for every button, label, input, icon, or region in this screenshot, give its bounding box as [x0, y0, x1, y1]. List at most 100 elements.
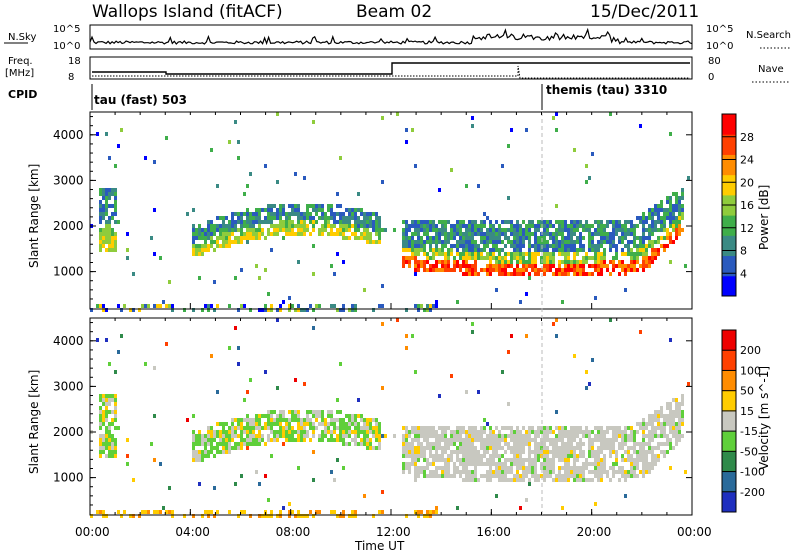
- power-cell: [681, 228, 684, 232]
- velocity-cell: [105, 402, 108, 406]
- velocity-cell: [330, 414, 333, 418]
- power-cell: [201, 248, 204, 252]
- velocity-cell: [681, 410, 684, 414]
- power-cell: [558, 248, 561, 252]
- velocity-cell: [405, 446, 408, 450]
- power-cell: [471, 268, 474, 272]
- velocity-cell: [315, 510, 318, 514]
- velocity-cell: [567, 478, 570, 482]
- power-cell: [480, 228, 483, 232]
- velocity-cell: [450, 430, 453, 434]
- power-cell: [366, 232, 369, 236]
- velocity-cell: [678, 418, 681, 422]
- power-cell: [501, 240, 504, 244]
- power-cell: [465, 268, 468, 272]
- nsky-frame: [89, 24, 693, 50]
- velocity-cell: [417, 510, 420, 514]
- velocity-cell: [489, 434, 492, 438]
- power-cell: [114, 240, 117, 244]
- velocity-cell: [408, 430, 411, 434]
- velocity-cell: [258, 430, 261, 434]
- power-cell: [600, 268, 603, 272]
- velocity-cell: [495, 426, 498, 430]
- velocity-cell: [645, 454, 648, 458]
- velocity-cell: [108, 450, 111, 454]
- power-cell: [666, 216, 669, 220]
- velocity-cell: [291, 418, 294, 422]
- power-cell: [165, 136, 168, 140]
- power-cell: [411, 256, 414, 260]
- velocity-cell: [435, 470, 438, 474]
- velocity-cell: [264, 514, 267, 518]
- velocity-cell: [576, 442, 579, 446]
- velocity-cell: [456, 466, 459, 470]
- power-cell: [519, 228, 522, 232]
- velocity-cell: [360, 438, 363, 442]
- power-cell: [636, 256, 639, 260]
- power-cell: [672, 192, 675, 196]
- velocity-cell: [225, 422, 228, 426]
- power-cell: [465, 256, 468, 260]
- velocity-cell: [681, 402, 684, 406]
- power-cell: [534, 232, 537, 236]
- power-cell: [297, 216, 300, 220]
- velocity-cell: [408, 442, 411, 446]
- velocity-cell: [603, 462, 606, 466]
- velocity-cell: [600, 462, 603, 466]
- velocity-cell: [318, 410, 321, 414]
- velocity-cell: [504, 478, 507, 482]
- velocity-cell: [210, 354, 213, 358]
- velocity-cell: [522, 478, 525, 482]
- power-cell: [225, 236, 228, 240]
- power-cell: [168, 304, 171, 308]
- velocity-cell: [435, 458, 438, 462]
- velocity-cell: [672, 414, 675, 418]
- power-cell: [564, 220, 567, 224]
- velocity-cell: [651, 426, 654, 430]
- velocity-cell: [537, 450, 540, 454]
- velocity-cell: [507, 470, 510, 474]
- power-cell: [537, 268, 540, 272]
- power-cell: [432, 236, 435, 240]
- velocity-cell: [228, 450, 231, 454]
- power-cell: [600, 228, 603, 232]
- power-cell: [462, 260, 465, 264]
- power-cell: [411, 220, 414, 224]
- power-cell: [315, 304, 318, 308]
- velocity-cell: [402, 450, 405, 454]
- velocity-cell: [492, 458, 495, 462]
- velocity-cell: [597, 458, 600, 462]
- power-cell: [594, 252, 597, 256]
- power-cell: [312, 204, 315, 208]
- power-cell: [537, 236, 540, 240]
- power-cell: [456, 260, 459, 264]
- power-cell: [225, 232, 228, 236]
- velocity-cell: [495, 454, 498, 458]
- velocity-colorbar-tick-label: 100: [740, 364, 761, 377]
- power-cell: [462, 252, 465, 256]
- velocity-cell: [312, 434, 315, 438]
- velocity-cell: [342, 510, 345, 514]
- velocity-cell: [666, 438, 669, 442]
- power-cell: [231, 212, 234, 216]
- velocity-cell: [297, 414, 300, 418]
- velocity-cell: [489, 446, 492, 450]
- power-cell: [624, 268, 627, 272]
- power-cell: [585, 224, 588, 228]
- velocity-cell: [534, 430, 537, 434]
- velocity-cell: [216, 434, 219, 438]
- velocity-cell: [246, 430, 249, 434]
- power-cell: [438, 220, 441, 224]
- velocity-cell: [252, 430, 255, 434]
- velocity-cell: [267, 426, 270, 430]
- velocity-cell: [645, 422, 648, 426]
- velocity-cell: [381, 510, 384, 514]
- velocity-cell: [570, 446, 573, 450]
- power-cell: [483, 224, 486, 228]
- power-cell: [528, 240, 531, 244]
- velocity-cell: [291, 510, 294, 514]
- power-cell: [102, 212, 105, 216]
- velocity-cell: [642, 426, 645, 430]
- power-cell: [660, 208, 663, 212]
